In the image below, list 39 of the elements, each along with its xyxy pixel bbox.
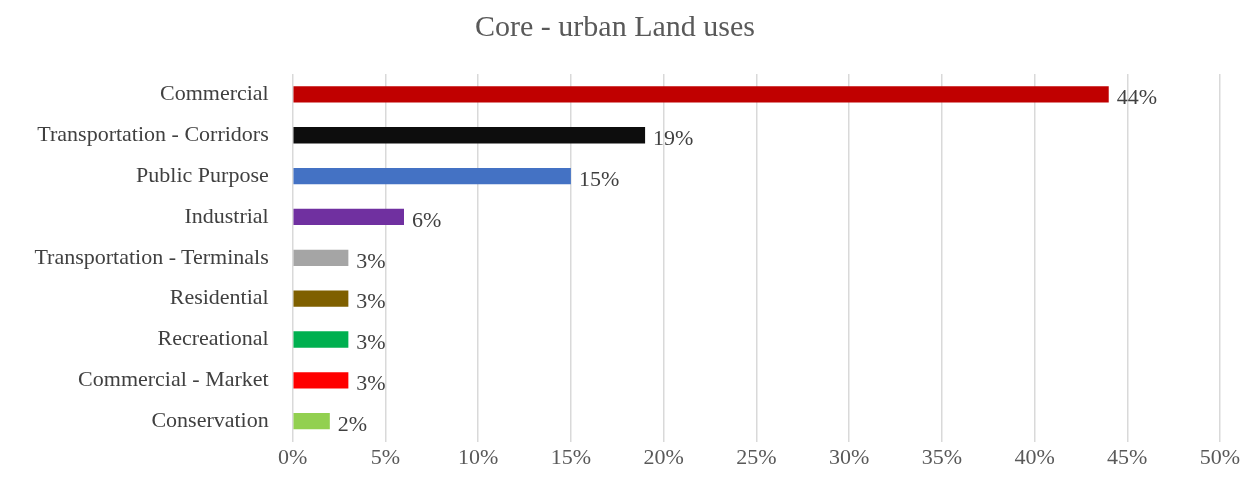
- x-tick-label: 25%: [736, 443, 777, 469]
- data-label: 3%: [356, 370, 386, 396]
- y-tick-label: Public Purpose: [136, 161, 269, 187]
- y-tick-label: Transportation - Terminals: [34, 243, 269, 269]
- data-label: 2%: [337, 410, 368, 436]
- x-tick-label: 40%: [1014, 443, 1055, 469]
- x-tick-label: 50%: [1199, 443, 1241, 469]
- bar: [293, 249, 349, 266]
- x-tick-label: 15%: [550, 443, 592, 469]
- x-tick-label: 45%: [1107, 443, 1148, 469]
- bar: [293, 290, 349, 307]
- x-tick-label: 10%: [458, 443, 499, 469]
- x-tick-label: 30%: [828, 443, 870, 469]
- bar: [293, 413, 330, 430]
- y-tick-label: Residential: [169, 284, 269, 310]
- bar: [293, 372, 349, 389]
- bar: [293, 86, 1109, 103]
- x-tick-label: 35%: [921, 443, 962, 469]
- data-label: 44%: [1116, 84, 1158, 110]
- x-tick-label: 5%: [370, 443, 401, 469]
- y-tick-label: Transportation - Corridors: [37, 121, 269, 147]
- data-label: 3%: [356, 247, 386, 273]
- x-tick-label: 0%: [278, 443, 308, 469]
- y-tick-label: Industrial: [184, 202, 269, 228]
- bar: [293, 208, 404, 226]
- y-tick-label: Commercial - Market: [78, 366, 269, 392]
- y-tick-label: Commercial: [159, 80, 269, 106]
- x-tick-label: 20%: [643, 443, 684, 469]
- data-label: 3%: [356, 288, 386, 314]
- data-label: 15%: [578, 165, 620, 191]
- y-tick-label: Conservation: [151, 406, 269, 432]
- y-tick-label: Recreational: [157, 325, 269, 351]
- data-label: 19%: [653, 125, 694, 151]
- data-label: 3%: [356, 329, 386, 355]
- chart-title: Core - urban Land uses: [475, 8, 755, 42]
- bar: [293, 331, 349, 348]
- data-label: 6%: [412, 206, 442, 232]
- bar: [293, 127, 646, 144]
- bar: [293, 167, 571, 185]
